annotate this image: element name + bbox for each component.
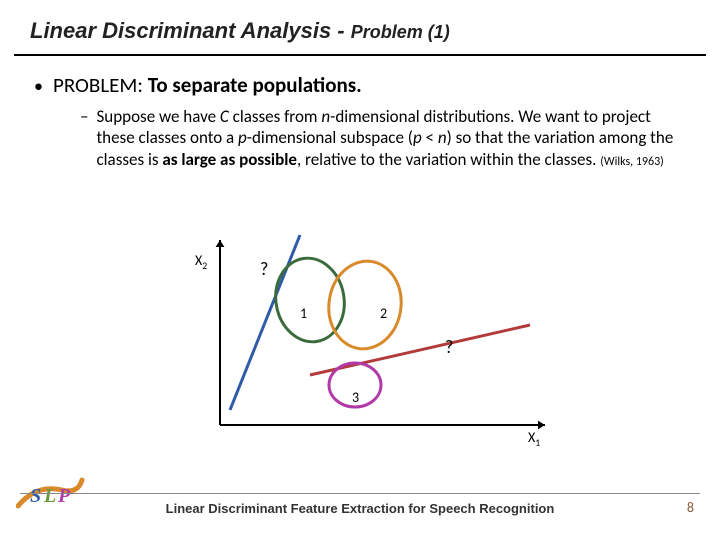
bullet-dash: –: [80, 106, 88, 170]
bullet-detail-text: Suppose we have C classes from n-dimensi…: [96, 106, 686, 170]
svg-text:3: 3: [352, 389, 359, 406]
svg-text:?: ?: [445, 336, 453, 358]
svg-text:X2: X2: [195, 252, 207, 272]
bullet-dot: •: [34, 77, 43, 95]
svg-text:X1: X1: [528, 429, 540, 449]
svg-text:2: 2: [380, 305, 387, 322]
title-sub: Problem (1): [351, 22, 450, 42]
scatter-diagram: ?? 1 2 3 X2 X1: [180, 230, 560, 460]
bullet-problem-text: PROBLEM: To separate populations.: [53, 72, 362, 98]
page-number: 8: [687, 499, 694, 516]
bullet-detail: – Suppose we have C classes from n-dimen…: [80, 106, 686, 170]
slide-title: Linear Discriminant Analysis - Problem (…: [30, 18, 690, 44]
svg-text:1: 1: [300, 305, 307, 322]
problem-rest: To separate populations.: [148, 72, 362, 98]
title-main: Linear Discriminant Analysis -: [30, 18, 351, 43]
footer-rule: [20, 493, 700, 494]
problem-prefix: PROBLEM:: [53, 72, 148, 98]
footer-text: Linear Discriminant Feature Extraction f…: [0, 501, 720, 516]
bullet-problem: • PROBLEM: To separate populations.: [34, 72, 686, 98]
svg-text:?: ?: [260, 258, 268, 280]
